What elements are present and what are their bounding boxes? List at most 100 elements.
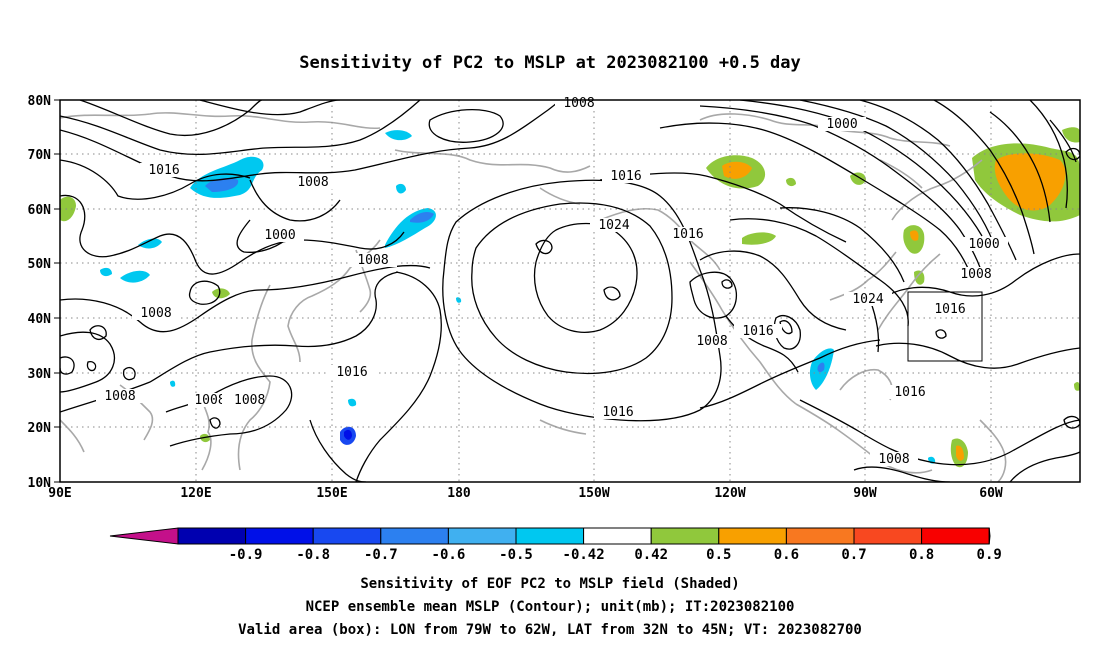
colorbar-under-triangle (109, 527, 179, 545)
neg-region (120, 270, 150, 283)
contour-label: 1016 (602, 405, 633, 420)
lat-label: 50N (28, 257, 52, 272)
coastlines (60, 112, 1007, 482)
colorbar-bin (785, 527, 855, 545)
lat-lon-grid (60, 100, 1080, 482)
pos-region (956, 445, 964, 461)
pos-region (910, 230, 919, 241)
contour-label: 1024 (852, 292, 883, 307)
colorbar-label: -0.5 (499, 547, 533, 563)
colorbar-label: -0.6 (432, 547, 466, 563)
lat-label: 70N (28, 148, 52, 163)
colorbar: -0.9 -0.8 -0.7 -0.6 -0.5 -0.42 0.42 0.5 0.6 0.7 0.… (109, 527, 1002, 563)
contour-label: 1008 (104, 389, 135, 404)
contour-label: 1016 (610, 169, 641, 184)
caption-line-3: Valid area (box): LON from 79W to 62W, L… (238, 622, 862, 638)
neg-region (190, 156, 264, 198)
neg-region (817, 362, 825, 373)
pos-region (850, 172, 866, 185)
contour-label: 1008 (194, 393, 225, 408)
contour-label: 1000 (826, 117, 857, 132)
colorbar-label: 0.6 (774, 547, 799, 563)
contour-label: 1000 (968, 237, 999, 252)
lon-label: 120E (180, 486, 211, 501)
lon-label: 90W (853, 486, 877, 501)
chart-title: Sensitivity of PC2 to MSLP at 2023082100… (299, 53, 801, 73)
colorbar-label: -0.8 (296, 547, 330, 563)
pos-region (722, 161, 752, 179)
neg-region (138, 238, 162, 249)
colorbar-bin (650, 527, 720, 545)
caption-line-1: Sensitivity of EOF PC2 to MSLP field (Sh… (360, 576, 739, 592)
colorbar-label: 0.8 (909, 547, 934, 563)
colorbar-bin (380, 527, 449, 545)
contour-label: 1016 (934, 302, 965, 317)
mslp-contours (60, 100, 1080, 482)
caption-line-2: NCEP ensemble mean MSLP (Contour); unit(… (306, 599, 795, 615)
contour-label: 1016 (672, 227, 703, 242)
colorbar-bin (718, 527, 787, 545)
contour-label: 1008 (878, 452, 909, 467)
contour-labels: 1008 1000 1016 1008 1016 1000 1024 1016 … (96, 96, 1008, 467)
pos-region (786, 177, 796, 187)
pos-region (1062, 127, 1080, 143)
neg-region (396, 183, 406, 194)
neg-region (456, 297, 462, 303)
pos-region (742, 232, 776, 245)
lon-label: 180 (447, 486, 471, 501)
neg-region (385, 130, 412, 141)
contour-label: 1024 (598, 218, 629, 233)
map-panel: 1008 1000 1016 1008 1016 1000 1024 1016 … (59, 96, 1081, 483)
contour-label: 1008 (357, 253, 388, 268)
colorbar-bin (921, 527, 990, 545)
contour-label-fragment: 1008 (234, 393, 265, 408)
colorbar-bin (515, 527, 585, 545)
colorbar-label: 0.5 (706, 547, 731, 563)
lat-label: 60N (28, 203, 52, 218)
lon-label: 60W (979, 486, 1003, 501)
contour-label: 1008 (696, 334, 727, 349)
latitude-labels: 80N 70N 60N 50N 40N 30N 20N 10N (28, 94, 52, 491)
colorbar-label: -0.7 (364, 547, 398, 563)
sensitivity-shading (60, 127, 1080, 468)
lon-label: 150E (316, 486, 347, 501)
contour-label: 1008 (563, 96, 594, 111)
contour-label: 1008 (297, 175, 328, 190)
contour-label: 1008 (960, 267, 991, 282)
neg-region (205, 178, 239, 192)
lat-label: 20N (28, 421, 52, 436)
neg-region (410, 212, 434, 223)
colorbar-bin (177, 527, 247, 545)
pos-region (1074, 382, 1080, 391)
contour-label: 1008 (140, 306, 171, 321)
colorbar-bin (245, 527, 314, 545)
contour-label: 1016 (148, 163, 179, 178)
colorbar-bin (312, 527, 382, 545)
colorbar-bin (583, 527, 652, 545)
lat-label: 10N (28, 476, 52, 491)
lat-label: 80N (28, 94, 52, 109)
longitude-labels: 90E 120E 150E 180 150W 120W 90W 60W (48, 486, 1003, 501)
colorbar-over-triangle (988, 527, 991, 545)
lon-label: 90E (48, 486, 71, 501)
map-frame (59, 99, 1081, 483)
pos-region (212, 288, 230, 299)
neg-region (170, 380, 176, 387)
colorbar-label: 0.42 (634, 547, 668, 563)
pos-region (60, 196, 76, 222)
lat-ticks (54, 99, 60, 483)
colorbar-label: 0.7 (841, 547, 866, 563)
pos-region (914, 270, 925, 285)
colorbar-bin (447, 527, 517, 545)
lon-label: 150W (578, 486, 609, 501)
contour-label: 1016 (336, 365, 367, 380)
lat-label: 40N (28, 312, 52, 327)
valid-area-box (907, 291, 983, 362)
lat-label: 30N (28, 367, 52, 382)
contour-label: 1016 (742, 324, 773, 339)
contour-label: 1000 (264, 228, 295, 243)
colorbar-label: -0.42 (563, 547, 605, 563)
neg-region (344, 429, 352, 440)
neg-region (348, 398, 357, 407)
